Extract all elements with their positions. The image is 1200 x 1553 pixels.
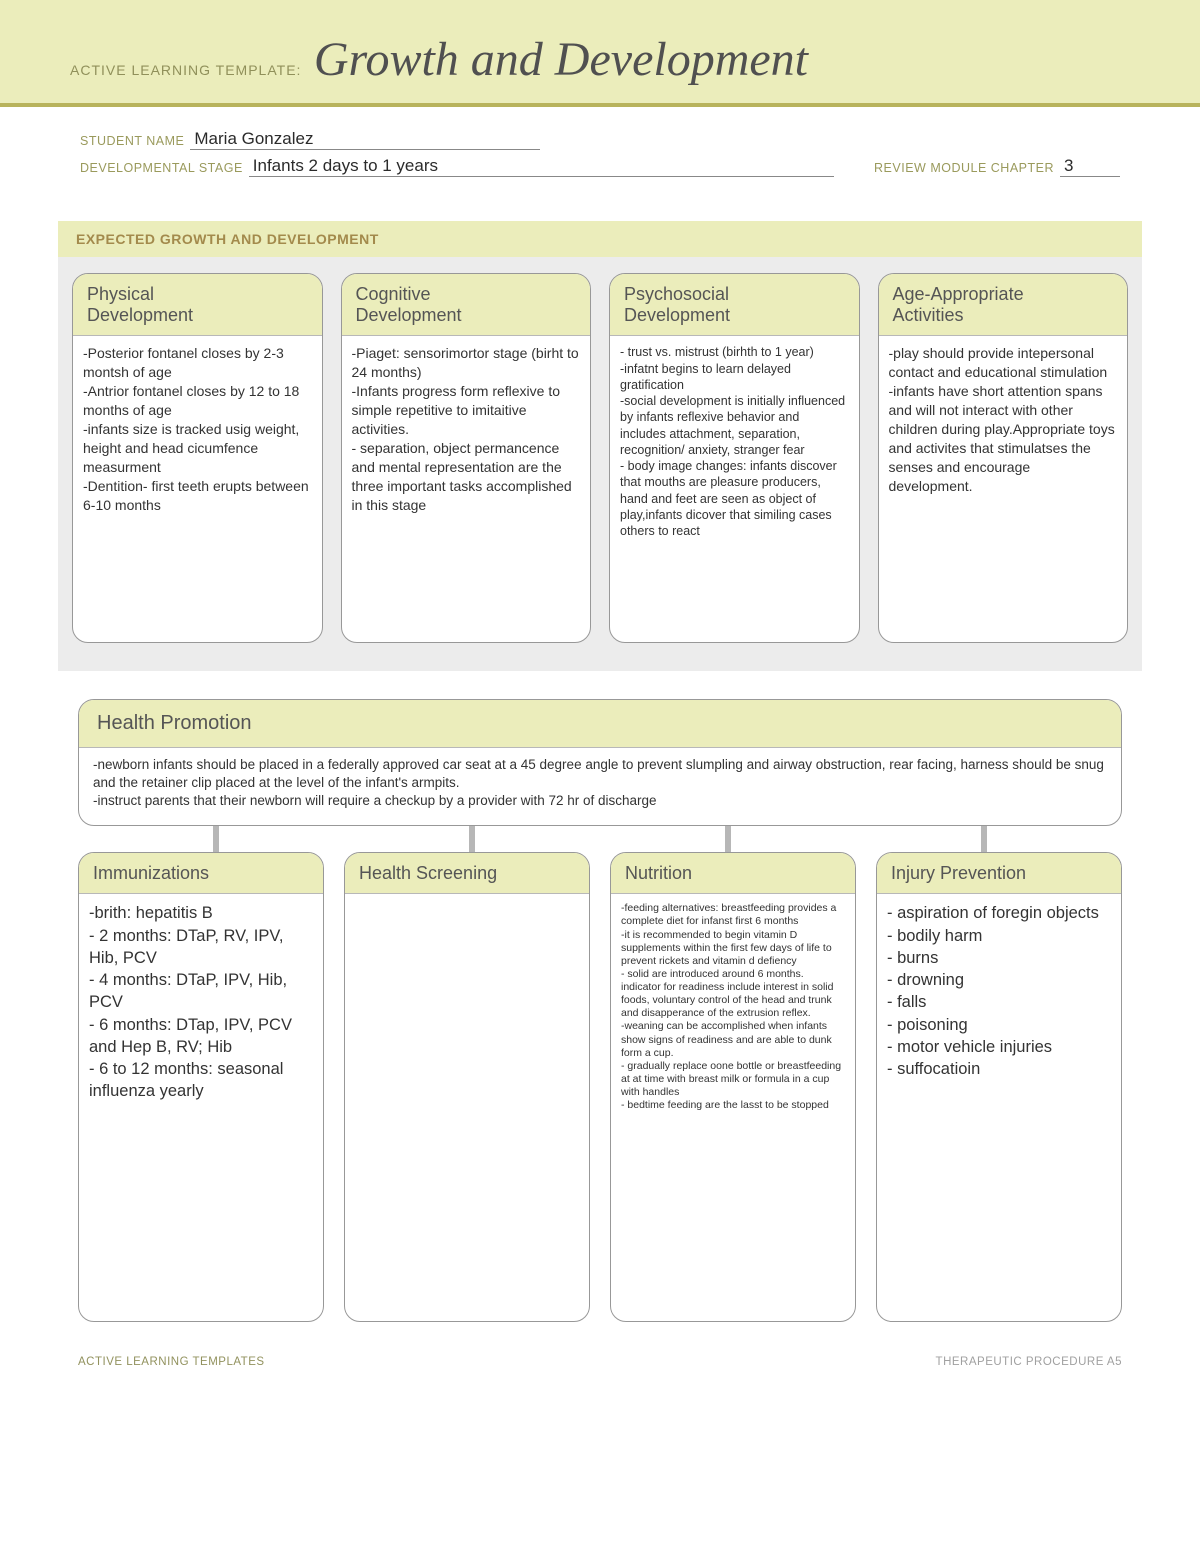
card-title: Health Screening (345, 853, 589, 895)
banner: ACTIVE LEARNING TEMPLATE: Growth and Dev… (0, 0, 1200, 107)
card-title: Physical Development (73, 274, 322, 336)
card-body[interactable]: - trust vs. mistrust (birhth to 1 year) … (610, 336, 859, 551)
card-body[interactable]: -brith: hepatitis B - 2 months: DTaP, RV… (79, 894, 323, 1114)
footer-right: THERAPEUTIC PROCEDURE A5 (936, 1356, 1122, 1368)
connector-bar (469, 826, 475, 852)
student-name-label: STUDENT NAME (80, 134, 184, 150)
card-title: Immunizations (79, 853, 323, 895)
card-title: Age-Appropriate Activities (879, 274, 1128, 336)
chapter-value[interactable]: 3 (1060, 156, 1120, 177)
health-promotion-body[interactable]: -newborn infants should be placed in a f… (79, 748, 1121, 825)
card-body[interactable]: -Posterior fontanel closes by 2-3 montsh… (73, 336, 322, 526)
page: ACTIVE LEARNING TEMPLATE: Growth and Dev… (0, 0, 1200, 1408)
health-promotion-card: Health Promotion -newborn infants should… (78, 699, 1122, 826)
expected-growth-row: Physical Development -Posterior fontanel… (58, 257, 1142, 643)
page-footer: ACTIVE LEARNING TEMPLATES THERAPEUTIC PR… (78, 1356, 1122, 1368)
card-body[interactable]: -Piaget: sensorimortor stage (birht to 2… (342, 336, 591, 526)
card-body[interactable]: - aspiration of foregin objects - bodily… (877, 894, 1121, 1092)
nutrition-card: Nutrition -feeding alternatives: breastf… (610, 852, 856, 1322)
stage-value[interactable]: Infants 2 days to 1 years (249, 156, 834, 177)
health-subrow: Immunizations -brith: hepatitis B - 2 mo… (78, 852, 1122, 1322)
card-body[interactable] (345, 894, 589, 914)
health-promotion-title: Health Promotion (79, 700, 1121, 748)
stage-label: DEVELOPMENTAL STAGE (80, 161, 243, 177)
card-title: Psychosocial Development (610, 274, 859, 336)
physical-development-card: Physical Development -Posterior fontanel… (72, 273, 323, 643)
card-body[interactable]: -feeding alternatives: breastfeeding pro… (611, 894, 855, 1124)
immunizations-card: Immunizations -brith: hepatitis B - 2 mo… (78, 852, 324, 1322)
psychosocial-development-card: Psychosocial Development - trust vs. mis… (609, 273, 860, 643)
banner-title: Growth and Development (314, 32, 808, 87)
connectors (78, 826, 1122, 852)
expected-growth-section: EXPECTED GROWTH AND DEVELOPMENT Physical… (58, 221, 1142, 671)
expected-growth-heading: EXPECTED GROWTH AND DEVELOPMENT (58, 221, 1142, 257)
health-promotion-section: Health Promotion -newborn infants should… (78, 699, 1122, 1322)
health-screening-card: Health Screening (344, 852, 590, 1322)
chapter-label: REVIEW MODULE CHAPTER (874, 161, 1054, 177)
card-body[interactable]: -play should provide intepersonal contac… (879, 336, 1128, 507)
connector-bar (725, 826, 731, 852)
meta-block: STUDENT NAME Maria Gonzalez DEVELOPMENTA… (0, 107, 1200, 193)
banner-prefix: ACTIVE LEARNING TEMPLATE: (70, 62, 301, 78)
card-title: Nutrition (611, 853, 855, 895)
age-appropriate-activities-card: Age-Appropriate Activities -play should … (878, 273, 1129, 643)
injury-prevention-card: Injury Prevention - aspiration of foregi… (876, 852, 1122, 1322)
footer-left: ACTIVE LEARNING TEMPLATES (78, 1356, 265, 1368)
card-title: Cognitive Development (342, 274, 591, 336)
connector-bar (213, 826, 219, 852)
connector-bar (981, 826, 987, 852)
cognitive-development-card: Cognitive Development -Piaget: sensorimo… (341, 273, 592, 643)
card-title: Injury Prevention (877, 853, 1121, 895)
student-name-value[interactable]: Maria Gonzalez (190, 129, 540, 150)
